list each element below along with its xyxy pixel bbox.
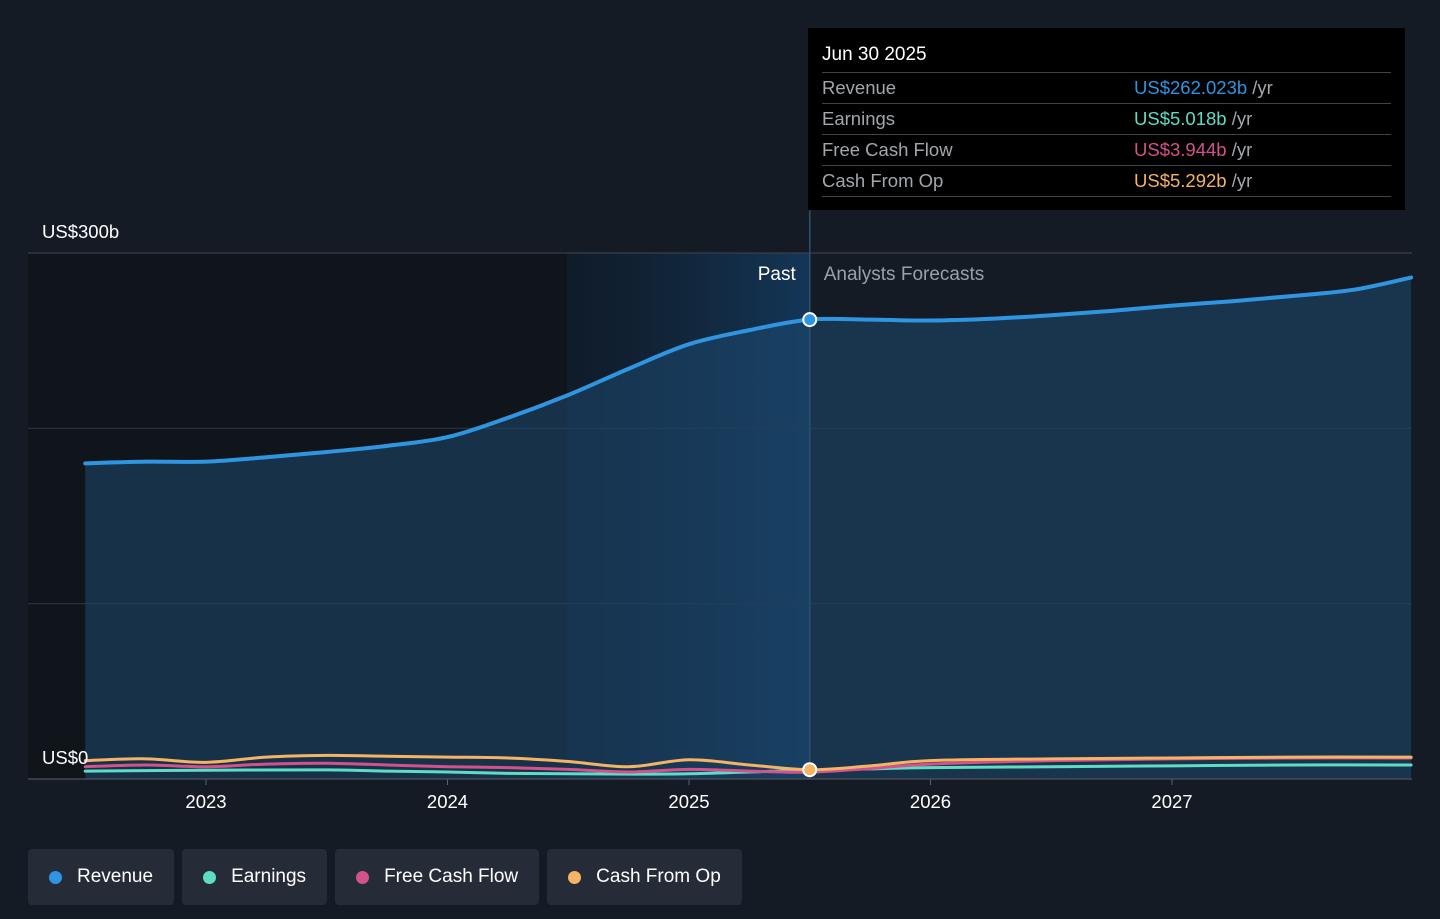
legend: Revenue Earnings Free Cash Flow Cash From O…: [28, 849, 742, 905]
tooltip-value: US$5.292b /yr: [1134, 170, 1253, 191]
legend-label: Cash From Op: [596, 866, 721, 887]
y-axis-label-top: US$300b: [42, 221, 119, 242]
legend-dot-icon: [568, 870, 582, 884]
x-tick-label: 2024: [427, 791, 468, 812]
tooltip-label: Revenue: [822, 77, 897, 98]
tooltip-date: Jun 30 2025: [822, 44, 927, 65]
legend-label: Free Cash Flow: [384, 866, 519, 887]
legend-item[interactable]: Revenue: [28, 849, 175, 905]
past-label: Past: [758, 264, 797, 285]
x-tick-label: 2026: [910, 791, 951, 812]
legend-item[interactable]: Earnings: [182, 849, 328, 905]
tooltip-row: Free Cash Flow US$3.944b /yr: [822, 134, 1391, 165]
tooltip-row: Cash From Op US$5.292b /yr: [822, 165, 1391, 197]
cash-from-op-marker: [802, 762, 818, 778]
legend-dot-icon: [356, 870, 370, 884]
tooltip-value: US$262.023b /yr: [1134, 77, 1273, 98]
legend-label: Earnings: [231, 866, 307, 887]
x-tick-label: 2023: [185, 791, 226, 812]
legend-item[interactable]: Cash From Op: [547, 849, 742, 905]
revenue-area: [85, 277, 1412, 779]
y-axis-label-bottom: US$0: [42, 747, 88, 768]
legend-dot-icon: [203, 870, 217, 884]
tooltip-label: Earnings: [822, 108, 896, 129]
tooltip-value: US$5.018b /yr: [1134, 108, 1253, 129]
series-line-revenue: [83, 275, 1414, 466]
x-tick-label: 2027: [1151, 791, 1192, 812]
tooltip-row: Revenue US$262.023b /yr: [822, 72, 1391, 103]
revenue-marker: [802, 312, 818, 328]
tooltip-value: US$3.944b /yr: [1134, 139, 1253, 160]
tooltip-panel: Jun 30 2025 Revenue US$262.023b /yr Earnin…: [808, 28, 1405, 210]
tooltip-label: Cash From Op: [822, 170, 944, 191]
tooltip-label: Free Cash Flow: [822, 139, 953, 160]
legend-label: Revenue: [77, 866, 154, 887]
tooltip-row: Earnings US$5.018b /yr: [822, 103, 1391, 134]
legend-dot-icon: [49, 870, 62, 884]
legend-item[interactable]: Free Cash Flow: [335, 849, 540, 905]
forecast-label: Analysts Forecasts: [824, 264, 985, 285]
series-line-earnings: [83, 763, 1413, 776]
series-line-cash-from-op: [83, 753, 1413, 772]
x-tick-label: 2025: [668, 791, 709, 812]
